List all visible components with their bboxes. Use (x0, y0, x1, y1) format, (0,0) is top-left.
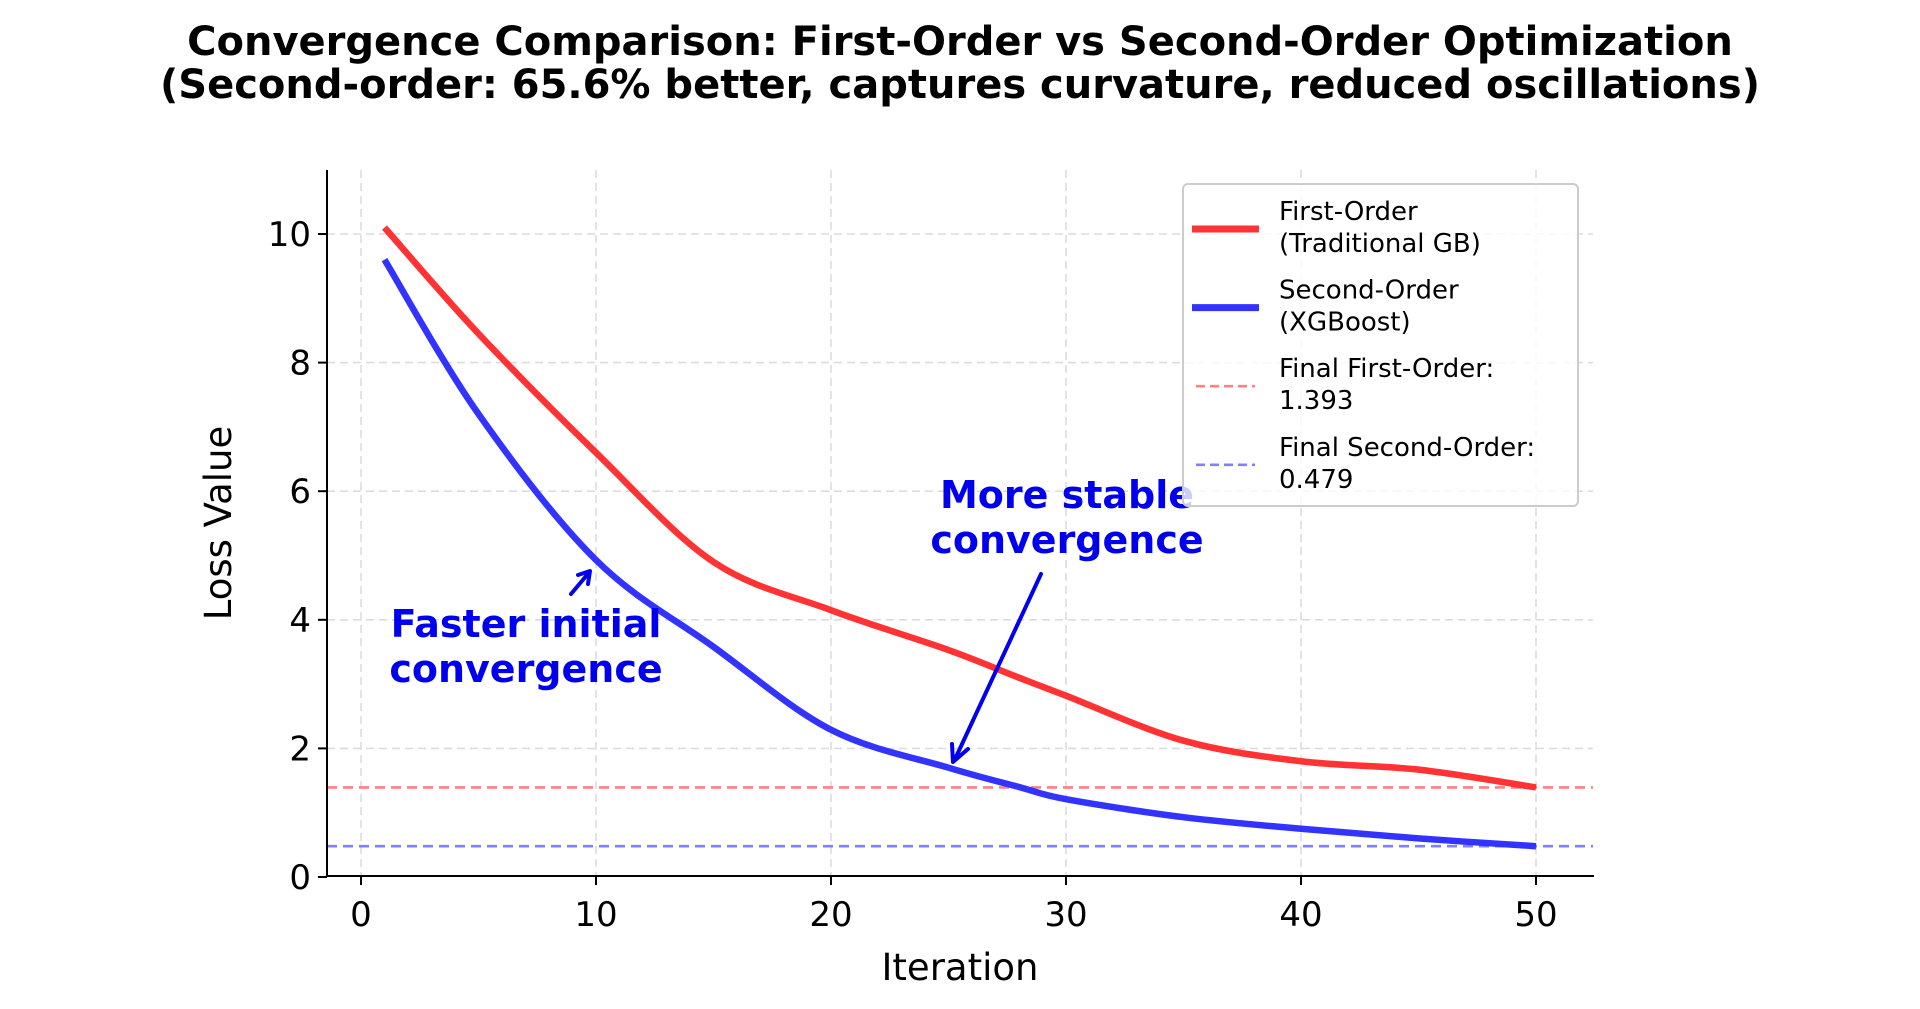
series-lines (381, 225, 1537, 850)
x-tick-label: 10 (574, 895, 617, 935)
y-tick-label: 2 (289, 729, 311, 769)
y-tick-label: 10 (268, 215, 311, 255)
x-axis-label: Iteration (882, 946, 1039, 989)
annotation-faster-convergence: Faster initial convergence (389, 569, 663, 691)
arrow-head-icon (950, 742, 970, 764)
annotation-stable-line-1: More stable (940, 473, 1194, 517)
legend-label-line-2: 0.479 (1279, 465, 1353, 495)
first-order-line (382, 225, 1537, 791)
x-tick-label: 30 (1044, 895, 1087, 935)
chart-title-line-1: Convergence Comparison: First-Order vs S… (187, 19, 1733, 65)
annotation-faster-line-1: Faster initial (391, 602, 662, 646)
legend-label-line-1: Final Second-Order: (1279, 433, 1535, 463)
legend-label-line-2: (XGBoost) (1279, 308, 1411, 338)
x-tick-label: 0 (350, 895, 372, 935)
arrow-head-icon (576, 569, 592, 586)
y-tick-label: 6 (289, 472, 311, 512)
y-tick-label: 0 (289, 858, 311, 898)
annotation-stable-line-2: convergence (930, 518, 1203, 562)
legend-label-line-1: Second-Order (1279, 276, 1459, 306)
arrow-icon (569, 573, 589, 596)
legend-label-line-1: Final First-Order: (1279, 354, 1494, 384)
second-order-line (381, 258, 1537, 850)
legend-label-line-1: First-Order (1279, 197, 1418, 227)
chart-title-line-2: (Second-order: 65.6% better, captures cu… (160, 62, 1760, 108)
annotation-faster-line-2: convergence (389, 647, 662, 691)
y-ticks: 0 2 4 6 8 10 (268, 215, 327, 898)
y-tick-label: 4 (289, 601, 311, 641)
x-tick-label: 50 (1514, 895, 1557, 935)
x-tick-label: 20 (809, 895, 852, 935)
legend-label-line-2: (Traditional GB) (1279, 229, 1481, 259)
arrow-icon (954, 572, 1043, 759)
y-tick-label: 8 (289, 344, 311, 384)
legend-label-line-2: 1.393 (1279, 386, 1353, 416)
y-axis-label: Loss Value (197, 426, 240, 621)
x-tick-label: 40 (1279, 895, 1322, 935)
reference-lines (327, 786, 1593, 848)
x-ticks: 0 10 20 30 40 50 (350, 876, 1558, 935)
annotation-stable-convergence: More stable convergence (930, 473, 1204, 764)
legend: First-Order(Traditional GB) Second-Order(… (1182, 183, 1579, 507)
legend-box (1182, 183, 1579, 507)
